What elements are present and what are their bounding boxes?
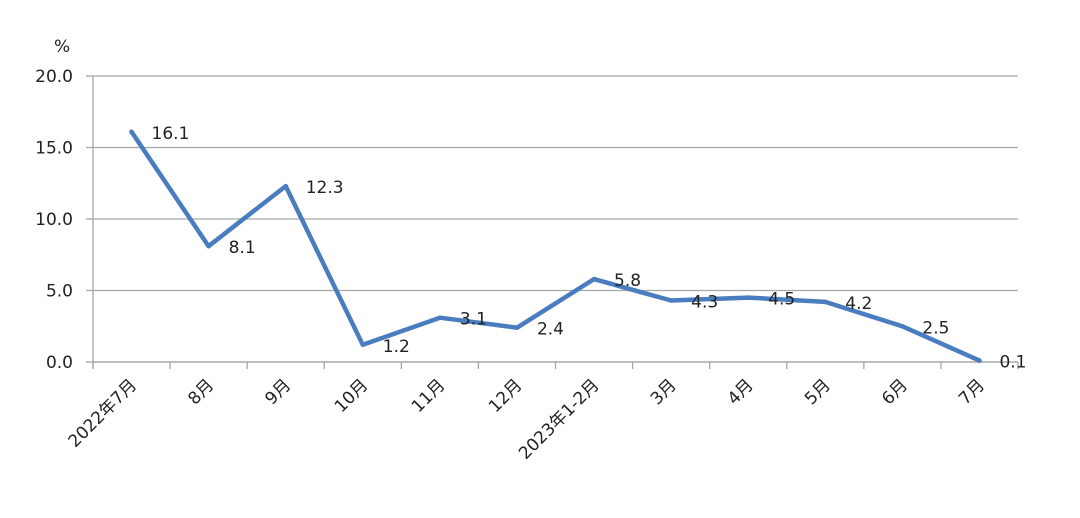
x-tick-label: 3月 [647, 375, 681, 409]
y-tick-label: 20.0 [35, 67, 73, 87]
data-label: 16.1 [152, 124, 190, 144]
x-tick-label: 2023年1-2月 [515, 375, 603, 463]
data-point [668, 298, 674, 303]
data-label: 1.2 [383, 337, 410, 357]
series-line [129, 129, 982, 363]
x-tick-label: 5月 [801, 375, 835, 409]
data-label: 2.4 [537, 320, 564, 340]
data-label: 3.1 [460, 310, 487, 330]
data-label: 12.3 [306, 178, 344, 198]
data-point [283, 183, 288, 189]
y-tick-labels: 0.0 5.0 10.0 15.0 20.0 [35, 67, 73, 373]
data-label: 4.5 [768, 290, 795, 310]
y-axis-unit-label: % [54, 37, 70, 57]
data-point [437, 315, 443, 320]
y-tick-label: 10.0 [35, 210, 73, 230]
x-tick-label: 7月 [955, 375, 989, 409]
data-label: 5.8 [614, 271, 641, 291]
x-tick-label: 6月 [878, 375, 912, 409]
data-point [360, 342, 365, 348]
data-labels: 16.1 8.1 12.3 1.2 3.1 2.4 5.8 4.3 4.5 4.2 2.5 0.1 [152, 124, 1027, 373]
x-tick-label: 4月 [724, 375, 758, 409]
data-point [900, 324, 905, 329]
data-point [514, 325, 520, 330]
data-point [129, 129, 134, 134]
y-tick-label: 15.0 [35, 139, 73, 159]
data-label: 0.1 [999, 353, 1026, 373]
x-tick-label: 8月 [184, 375, 218, 409]
data-point [823, 299, 828, 305]
data-point [746, 295, 751, 300]
x-tick-label: 9月 [261, 375, 295, 409]
data-label: 2.5 [922, 318, 949, 338]
data-label: 4.3 [691, 293, 718, 313]
data-label: 4.2 [845, 294, 872, 314]
y-tick-label: 0.0 [46, 353, 73, 373]
data-point [591, 276, 597, 282]
x-tick-label: 12月 [485, 375, 526, 416]
x-tick-label: 2022年7月 [65, 375, 141, 451]
data-point [977, 358, 982, 363]
axes [86, 75, 1019, 369]
data-point [206, 243, 211, 249]
data-label: 8.1 [229, 238, 256, 258]
x-tick-label: 11月 [408, 375, 449, 416]
y-tick-label: 5.0 [46, 282, 73, 302]
series-line-group [129, 129, 982, 363]
x-tick-label: 10月 [331, 375, 372, 416]
